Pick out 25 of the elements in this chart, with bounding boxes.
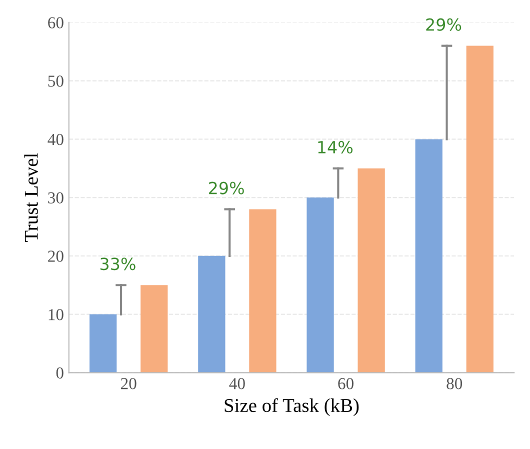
annotation: 14% (318, 140, 353, 154)
y-axis-title: Trust Level (24, 153, 38, 242)
x-tick-label: 20 (121, 378, 136, 390)
bar (140, 285, 168, 373)
bar (466, 46, 494, 373)
x-tick-label: 80 (446, 378, 462, 390)
y-tick-label: 0 (56, 367, 64, 379)
bar (249, 209, 276, 373)
x-tick-label: 40 (229, 378, 245, 390)
annotation: 29% (209, 182, 244, 194)
y-tick-label: 30 (48, 192, 64, 204)
bar (358, 168, 385, 373)
annotation: 33% (100, 258, 136, 270)
y-tick-label: 10 (48, 309, 64, 320)
y-tick-label: 20 (48, 250, 64, 262)
annotation: 29% (426, 18, 462, 31)
y-tick-label: 50 (48, 76, 64, 87)
bar (198, 256, 226, 373)
bar (90, 314, 117, 373)
x-axis-title: Size of Task (kB) (224, 398, 359, 416)
y-tick-label: 40 (48, 134, 64, 146)
bar (306, 198, 334, 373)
x-tick-label: 60 (338, 378, 354, 390)
bar (415, 139, 442, 373)
y-tick-label: 60 (48, 17, 64, 28)
